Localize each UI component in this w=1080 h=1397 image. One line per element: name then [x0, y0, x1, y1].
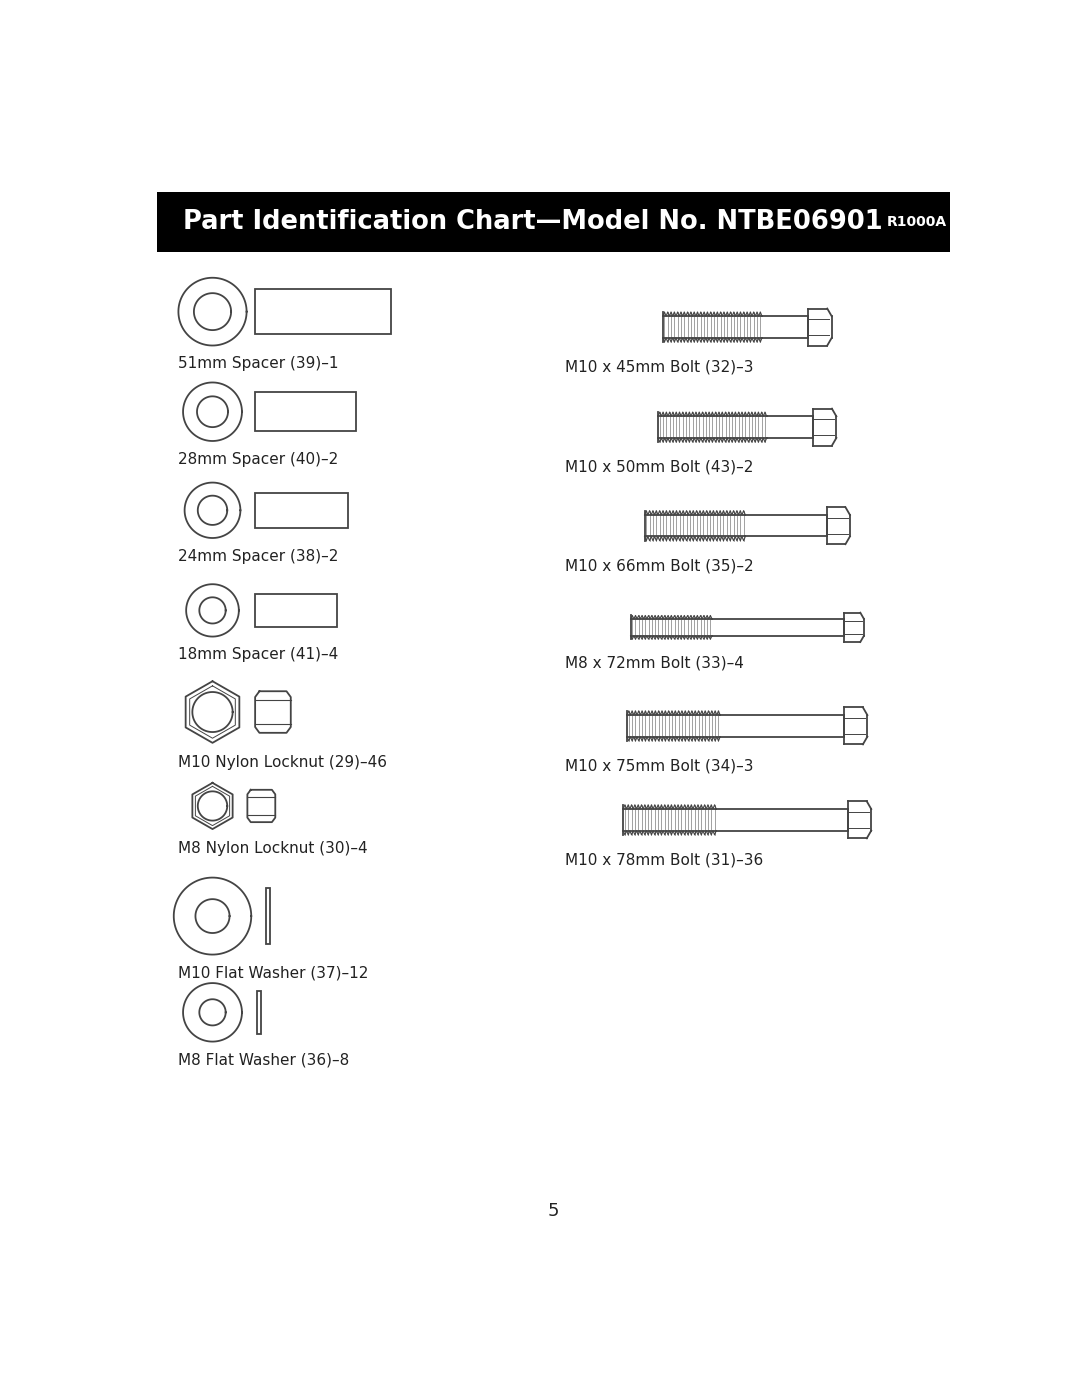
Text: M10 x 78mm Bolt (31)–36: M10 x 78mm Bolt (31)–36 — [565, 852, 764, 868]
Text: M10 Flat Washer (37)–12: M10 Flat Washer (37)–12 — [177, 965, 368, 981]
Bar — [266, 888, 270, 944]
Text: M10 Nylon Locknut (29)–46: M10 Nylon Locknut (29)–46 — [177, 756, 387, 770]
Bar — [257, 990, 261, 1034]
Text: Part Identification Chart—Model No. NTBE06901: Part Identification Chart—Model No. NTBE… — [183, 208, 882, 235]
Bar — [255, 289, 391, 334]
Text: 24mm Spacer (38)–2: 24mm Spacer (38)–2 — [177, 549, 338, 564]
Text: M8 x 72mm Bolt (33)–4: M8 x 72mm Bolt (33)–4 — [565, 655, 744, 671]
Bar — [255, 493, 348, 528]
Text: M8 Flat Washer (36)–8: M8 Flat Washer (36)–8 — [177, 1052, 349, 1067]
Text: M8 Nylon Locknut (30)–4: M8 Nylon Locknut (30)–4 — [177, 841, 367, 856]
Bar — [255, 594, 337, 627]
Text: M10 x 50mm Bolt (43)–2: M10 x 50mm Bolt (43)–2 — [565, 460, 754, 475]
Bar — [255, 393, 356, 432]
Text: 51mm Spacer (39)–1: 51mm Spacer (39)–1 — [177, 356, 338, 372]
Text: R1000A: R1000A — [887, 215, 947, 229]
Bar — [157, 191, 950, 251]
Text: 28mm Spacer (40)–2: 28mm Spacer (40)–2 — [177, 451, 338, 467]
Text: 18mm Spacer (41)–4: 18mm Spacer (41)–4 — [177, 647, 338, 662]
Text: M10 x 75mm Bolt (34)–3: M10 x 75mm Bolt (34)–3 — [565, 759, 754, 773]
Text: M10 x 45mm Bolt (32)–3: M10 x 45mm Bolt (32)–3 — [565, 359, 754, 374]
Text: 5: 5 — [548, 1201, 559, 1220]
Text: M10 x 66mm Bolt (35)–2: M10 x 66mm Bolt (35)–2 — [565, 557, 754, 573]
